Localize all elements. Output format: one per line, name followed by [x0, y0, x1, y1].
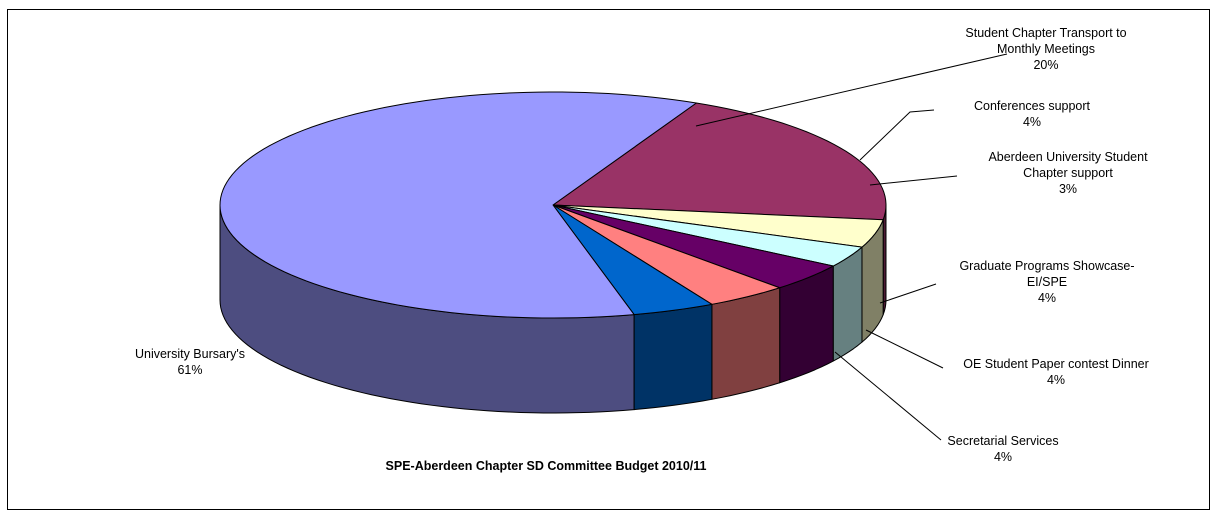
slice-percent-label-2: 3%: [1059, 182, 1077, 196]
pie-slice-4: [552, 204, 781, 305]
leader-line-1: [859, 109, 935, 161]
slice-label-3: Graduate Programs Showcase-: [959, 259, 1134, 273]
slice-label-5: Secretarial Services: [947, 434, 1058, 448]
pie-tops: [219, 91, 887, 319]
slice-percent-label-1: 4%: [1023, 115, 1041, 129]
slice-label-0: Monthly Meetings: [997, 42, 1095, 56]
slice-label-3: EI/SPE: [1027, 275, 1067, 289]
pie-slice-2: [552, 204, 863, 267]
pie-slice-side-4: [711, 287, 781, 400]
slice-label-4: OE Student Paper contest Dinner: [963, 357, 1149, 371]
leader-line-2: [869, 175, 958, 186]
slice-labels: Student Chapter Transport to Monthly Meet…: [135, 26, 1149, 464]
slice-percent-label-3: 4%: [1038, 291, 1056, 305]
slice-percent-label-6: 61%: [177, 363, 202, 377]
leader-line-0: [695, 53, 1008, 127]
leader-line-3: [879, 283, 937, 304]
slice-percent-label-4: 4%: [1047, 373, 1065, 387]
leader-lines: [695, 53, 1008, 441]
pie-slice-1: [552, 204, 884, 248]
pie-slice-3: [552, 204, 834, 289]
leader-line-4: [865, 329, 944, 369]
slice-percent-label-5: 4%: [994, 450, 1012, 464]
pie-sides: [219, 204, 887, 414]
slice-label-2: Chapter support: [1023, 166, 1113, 180]
slice-label-0: Student Chapter Transport to: [965, 26, 1126, 40]
slice-percent-label-0: 20%: [1033, 58, 1058, 72]
slice-label-2: Aberdeen University Student: [988, 150, 1148, 164]
pie-slice-6: [219, 91, 697, 319]
chart-title: SPE-Aberdeen Chapter SD Committee Budget…: [386, 459, 707, 473]
pie-slice-5: [552, 204, 713, 316]
slice-label-1: Conferences support: [974, 99, 1091, 113]
pie-slice-side-5: [633, 303, 713, 411]
slice-label-6: University Bursary's: [135, 347, 245, 361]
leader-line-5: [834, 351, 942, 441]
